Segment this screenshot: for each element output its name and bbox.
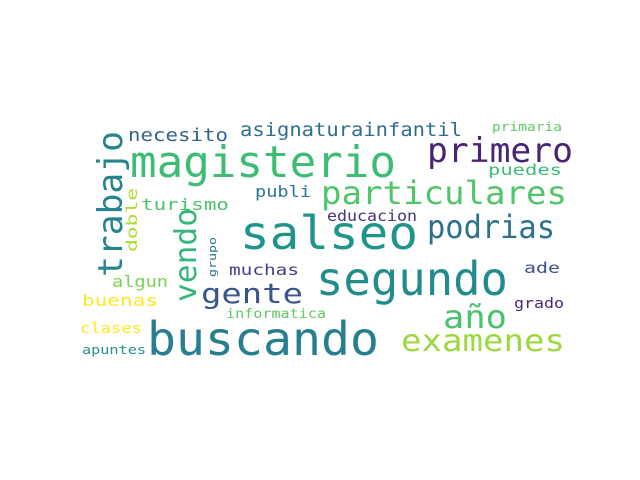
word-asignaturainfantil: asignaturainfantil [240, 119, 462, 141]
word-informatica: informatica [226, 307, 326, 322]
word-buscando: buscando [147, 312, 379, 366]
word-podrias: podrias [427, 208, 555, 246]
word-gente: gente [201, 277, 303, 310]
word-grado: grado [514, 296, 564, 312]
word-vendo: vendo [169, 208, 204, 302]
word-ade: ade [524, 259, 560, 277]
word-particulares: particulares [321, 174, 567, 212]
word-algun: algun [112, 272, 168, 291]
word-trabajo: trabajo [91, 131, 131, 277]
word-examenes: examenes [401, 324, 565, 359]
word-educacion: educacion [327, 207, 417, 225]
word-doble: doble [123, 188, 141, 252]
word-primero: primero [427, 131, 573, 171]
word-primaria: primaria [492, 120, 562, 134]
word-clases: clases [80, 321, 142, 337]
word-publi: publi [255, 182, 311, 201]
word-necesito: necesito [128, 125, 228, 146]
word-grupo: grupo [206, 237, 219, 277]
word-magisterio: magisterio [130, 137, 396, 188]
word-salseo: salseo [240, 206, 418, 260]
word-muchas: muchas [229, 261, 299, 279]
word-año: año [443, 298, 507, 336]
word-segundo: segundo [316, 252, 508, 306]
word-puedes: puedes [488, 161, 562, 179]
word-apuntes: apuntes [82, 343, 146, 357]
word-turismo: turismo [141, 195, 229, 214]
word-buenas: buenas [82, 291, 158, 310]
